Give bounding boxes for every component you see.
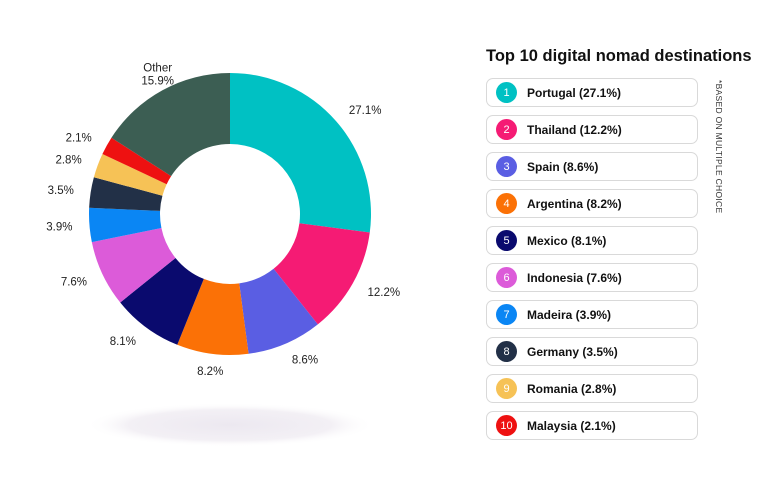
legend-label: Romania (2.8%) [527, 381, 617, 396]
legend-item-argentina: 4 Argentina (8.2%) [486, 189, 698, 218]
legend-item-germany: 8 Germany (3.5%) [486, 337, 698, 366]
slice-label-germany: 3.5% [48, 185, 74, 197]
legend-label: Thailand (12.2%) [527, 122, 622, 137]
slice-argentina [177, 278, 249, 356]
slice-label-madeira: 3.9% [46, 221, 72, 233]
legend-rank-badge: 5 [496, 230, 517, 251]
chart-shadow [85, 403, 375, 447]
legend-label: Portugal (27.1%) [527, 85, 622, 100]
slice-romania [93, 153, 167, 196]
legend-rank-badge: 6 [496, 267, 517, 288]
legend-item-portugal: 1 Portugal (27.1%) [486, 78, 698, 107]
legend-rank-badge: 3 [496, 156, 517, 177]
legend-label: Spain (8.6%) [527, 159, 599, 174]
legend-rank-badge: 2 [496, 119, 517, 140]
slice-madeira [89, 207, 162, 243]
slice-portugal [230, 73, 371, 233]
legend-rank-badge: 4 [496, 193, 517, 214]
slice-malaysia [102, 137, 172, 185]
legend-item-mexico: 5 Mexico (8.1%) [486, 226, 698, 255]
legend-item-thailand: 2 Thailand (12.2%) [486, 115, 698, 144]
slice-label-mexico: 8.1% [110, 336, 136, 348]
legend-rank-badge: 7 [496, 304, 517, 325]
slice-label-portugal: 27.1% [349, 105, 382, 117]
footnote: *BASED ON MULTIPLE CHOICE [714, 80, 724, 214]
legend-label: Germany (3.5%) [527, 344, 618, 359]
slice-label-other: 15.9% [141, 75, 174, 87]
legend-rank-badge: 10 [496, 415, 517, 436]
slice-germany [89, 177, 163, 211]
legend-label: Madeira (3.9%) [527, 307, 612, 322]
legend-label: Malaysia (2.1%) [527, 418, 616, 433]
slice-label-malaysia: 2.1% [66, 132, 92, 144]
legend-rank-badge: 8 [496, 341, 517, 362]
slice-spain [239, 268, 318, 354]
slice-label-spain: 8.6% [292, 354, 318, 366]
slice-label-romania: 2.8% [55, 155, 81, 167]
slice-indonesia [91, 227, 176, 303]
slice-mexico [120, 257, 204, 345]
chart-title: Top 10 digital nomad destinations [486, 47, 752, 65]
slice-label-other-name: Other [143, 62, 172, 74]
legend-item-indonesia: 6 Indonesia (7.6%) [486, 263, 698, 292]
slice-label-indonesia: 7.6% [61, 276, 87, 288]
slice-other [111, 73, 230, 177]
legend-rank-badge: 9 [496, 378, 517, 399]
legend-rank-badge: 1 [496, 82, 517, 103]
donut-slices [89, 73, 371, 356]
slice-thailand [273, 223, 370, 325]
slice-label-argentina: 8.2% [197, 366, 223, 378]
legend-item-spain: 3 Spain (8.6%) [486, 152, 698, 181]
legend-item-madeira: 7 Madeira (3.9%) [486, 300, 698, 329]
legend: 1 Portugal (27.1%) 2 Thailand (12.2%) 3 Spain… [486, 78, 698, 448]
legend-item-malaysia: 10 Malaysia (2.1%) [486, 411, 698, 440]
legend-label: Indonesia (7.6%) [527, 270, 622, 285]
slice-labels: 27.1% 12.2% 8.6% 8.2% 8.1% 7.6% 3.9% 3.5% 2.8% 2.… [46, 62, 400, 377]
legend-label: Mexico (8.1%) [527, 233, 607, 248]
slice-label-thailand: 12.2% [367, 287, 400, 299]
legend-item-romania: 9 Romania (2.8%) [486, 374, 698, 403]
donut-chart: 27.1% 12.2% 8.6% 8.2% 8.1% 7.6% 3.9% 3.5% 2.8% 2.… [46, 62, 400, 447]
legend-label: Argentina (8.2%) [527, 196, 622, 211]
